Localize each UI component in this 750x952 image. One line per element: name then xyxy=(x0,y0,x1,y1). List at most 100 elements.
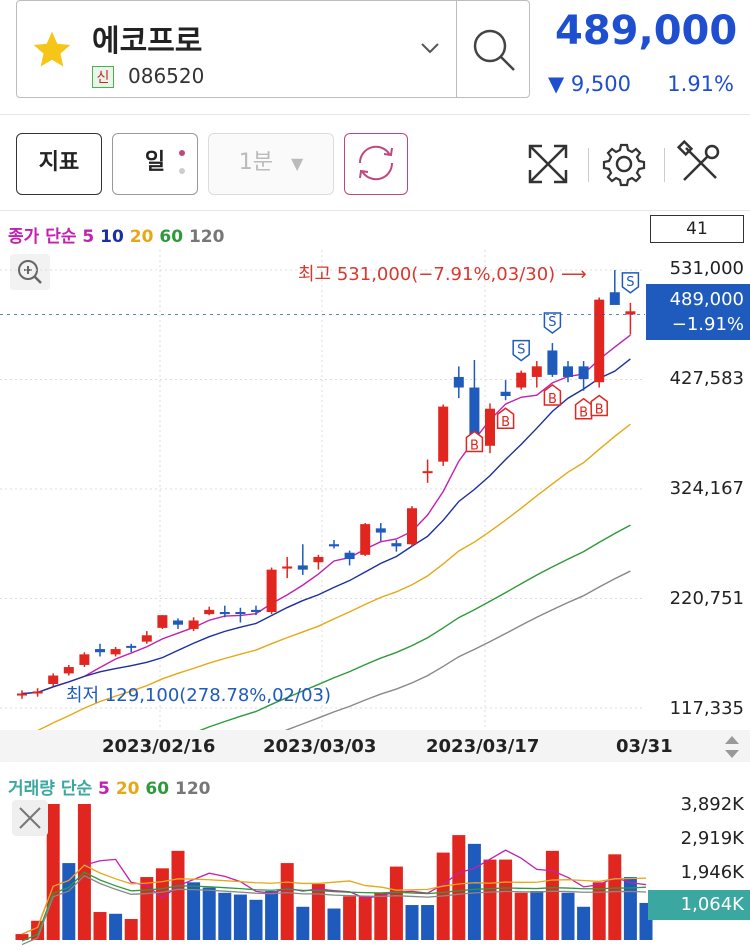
candle-body xyxy=(344,552,355,560)
volume-bar xyxy=(280,863,294,940)
chevron-down-icon[interactable] xyxy=(418,36,442,60)
volume-bar xyxy=(374,892,388,940)
price-ma-legend[interactable]: 종가 단순 5 10 20 60 120 xyxy=(8,222,224,247)
ma5-line xyxy=(21,334,631,695)
caret-down-icon: ▼ xyxy=(290,154,304,173)
volume-bar xyxy=(421,905,435,940)
low-label: 최저 129,100(278.78%,02/03) xyxy=(66,685,332,706)
candle-body xyxy=(48,675,59,685)
candle-body xyxy=(407,508,417,545)
legend-ma60: 60 xyxy=(145,779,170,799)
volume-bar xyxy=(311,884,325,940)
volume-bar xyxy=(265,891,279,940)
scroll-arrows-icon[interactable] xyxy=(722,734,742,760)
volume-bar xyxy=(109,913,123,940)
star-icon[interactable] xyxy=(30,28,74,72)
volume-bar xyxy=(561,892,575,940)
volume-bar xyxy=(218,892,232,940)
candle-body xyxy=(375,528,386,533)
volume-bar xyxy=(46,804,60,940)
legend-ma120: 120 xyxy=(188,227,225,247)
tools-icon[interactable] xyxy=(676,140,724,188)
candle-body xyxy=(485,408,495,446)
svg-text:B: B xyxy=(595,403,604,418)
legend-ma20: 20 xyxy=(115,779,140,799)
candle-body xyxy=(313,556,324,563)
minute-select[interactable]: 1분 ▼ xyxy=(208,133,334,195)
candle-body xyxy=(157,615,168,628)
gear-icon[interactable] xyxy=(600,140,648,188)
buy-signal-marker: B xyxy=(543,384,562,407)
buy-signal-marker: B xyxy=(574,397,593,421)
volume-bar xyxy=(530,891,544,940)
svg-text:B: B xyxy=(579,406,588,421)
svg-text:B: B xyxy=(548,392,557,407)
refresh-button[interactable] xyxy=(344,133,408,195)
search-icon[interactable] xyxy=(468,24,520,76)
volume-bar xyxy=(483,859,497,940)
candle-body xyxy=(547,350,558,375)
minute-label: 1분 xyxy=(238,150,273,175)
candle-body xyxy=(32,691,43,694)
volume-bar xyxy=(467,843,481,940)
volume-bar xyxy=(499,859,513,940)
candle-body xyxy=(360,524,371,555)
volume-bar xyxy=(327,908,341,940)
volume-bar xyxy=(389,866,403,940)
buy-signal-marker: B xyxy=(590,394,608,418)
candle-count-box[interactable]: 41 xyxy=(650,215,744,243)
indicator-button[interactable]: 지표 xyxy=(16,133,102,195)
y-label: 220,751 xyxy=(669,588,744,609)
sell-signal-marker: S xyxy=(512,339,530,362)
candle-body xyxy=(219,612,230,615)
stock-code: 086520 xyxy=(128,64,205,88)
volume-chart[interactable] xyxy=(0,800,750,952)
volume-bar xyxy=(343,896,357,940)
volume-bar xyxy=(171,850,185,940)
y-label: 117,335 xyxy=(669,698,744,719)
volume-bar xyxy=(514,892,528,940)
volume-y-label: 1,946K xyxy=(680,862,744,883)
volume-bar xyxy=(249,899,263,940)
volume-bar xyxy=(452,835,466,940)
volume-bar xyxy=(358,896,372,940)
volume-bar xyxy=(608,854,622,940)
candle-body xyxy=(141,635,152,642)
legend-ma60: 60 xyxy=(159,227,184,247)
candle-body xyxy=(282,566,293,569)
legend-prefix: 종가 단순 xyxy=(8,227,77,247)
zoom-in-button[interactable] xyxy=(10,254,50,290)
svg-text:B: B xyxy=(501,415,510,430)
vol-ma20-line xyxy=(21,864,647,935)
svg-text:S: S xyxy=(548,315,556,330)
volume-bar xyxy=(405,905,419,940)
volume-bar xyxy=(140,877,154,940)
candle-body xyxy=(625,311,636,315)
period-day-button[interactable]: 일 xyxy=(112,133,198,195)
candle-body xyxy=(594,299,605,383)
y-label: 324,167 xyxy=(669,478,744,499)
candle-body xyxy=(609,292,620,305)
candle-body xyxy=(266,569,277,613)
vol-ma5-line xyxy=(21,849,647,935)
candle-body xyxy=(95,649,105,653)
svg-text:S: S xyxy=(517,343,525,358)
candle-body xyxy=(453,376,464,388)
ma20-line xyxy=(36,423,631,730)
expand-icon[interactable] xyxy=(524,140,572,188)
candle-body xyxy=(578,366,589,380)
price-change-value: 9,500 xyxy=(570,72,631,96)
current-price: 489,000 xyxy=(555,8,738,54)
candle-body xyxy=(63,667,74,674)
candle-body xyxy=(531,366,542,377)
close-volume-button[interactable] xyxy=(12,800,48,836)
candle-body xyxy=(17,693,27,696)
x-label: 2023/03/17 xyxy=(426,736,540,757)
x-label: 2023/03/03 xyxy=(263,736,377,757)
candle-body xyxy=(173,620,183,625)
volume-ma-legend[interactable]: 거래량 단순 5 20 60 120 xyxy=(8,774,211,799)
close-icon xyxy=(19,807,41,829)
price-change: ▼ 9,500 xyxy=(548,72,631,96)
sell-signal-marker: S xyxy=(543,312,562,334)
